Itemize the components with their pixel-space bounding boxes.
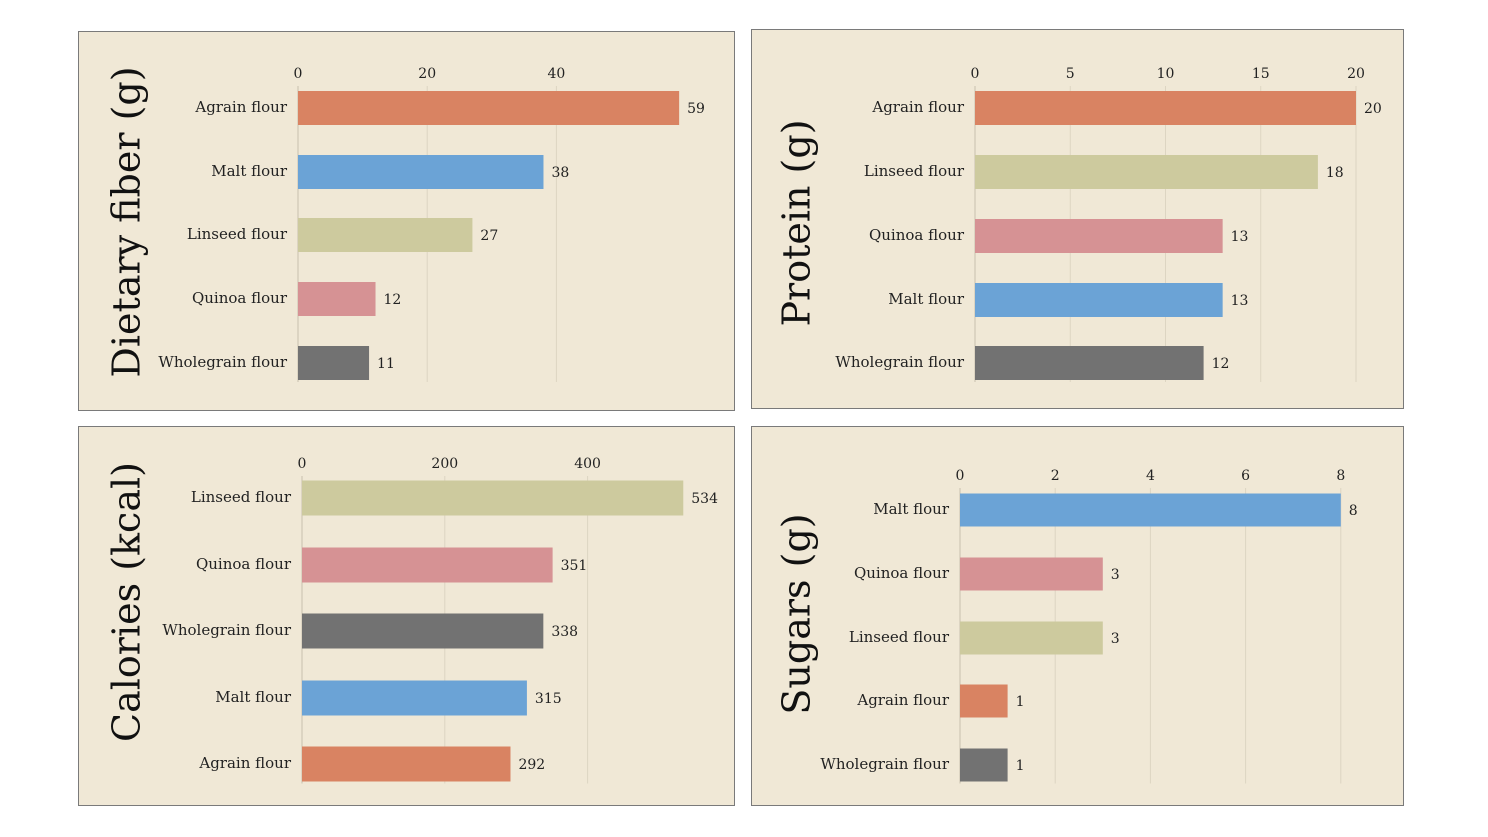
- data-label: 292: [518, 757, 545, 773]
- x-tick-label: 4: [1146, 468, 1155, 484]
- chart-title: Dietary fiber (g): [105, 66, 149, 377]
- data-label: 18: [1326, 165, 1344, 181]
- category-label: Quinoa flour: [196, 555, 292, 573]
- bar: [960, 557, 1103, 591]
- x-tick-label: 5: [1066, 66, 1075, 82]
- calories-chart: Calories (kcal) 0 200 400 Linseed flour 534 Q…: [105, 456, 718, 784]
- x-tick-label: 0: [971, 66, 980, 82]
- data-label: 1: [1016, 758, 1025, 774]
- bar: [975, 283, 1223, 317]
- bar: [975, 155, 1318, 189]
- chart-title: Protein (g): [775, 119, 819, 326]
- data-label: 1: [1016, 694, 1025, 710]
- category-label: Agrain flour: [198, 754, 291, 772]
- dietary-fiber-chart-panel: Dietary fiber (g) 0 20 40 Agrain flour 59 Mal…: [78, 31, 735, 411]
- category-label: Linseed flour: [191, 488, 292, 506]
- bar: [298, 218, 473, 252]
- x-tick-label: 400: [574, 456, 601, 472]
- data-label: 3: [1111, 567, 1120, 583]
- category-label: Wholegrain flour: [162, 621, 291, 639]
- bar: [298, 155, 544, 189]
- category-label: Wholegrain flour: [158, 353, 287, 371]
- bar: [302, 547, 553, 583]
- protein-chart-panel: Protein (g) 0 5 10 15 20 Agrain flour 20 Linsee…: [751, 29, 1404, 409]
- bar: [302, 746, 511, 782]
- data-label: 59: [687, 101, 705, 117]
- x-tick-label: 0: [956, 468, 965, 484]
- x-tick-label: 0: [294, 66, 303, 82]
- bar: [302, 680, 527, 716]
- category-label: Linseed flour: [187, 225, 288, 243]
- bar: [298, 91, 680, 125]
- x-tick-label: 6: [1241, 468, 1250, 484]
- bar: [975, 219, 1223, 253]
- data-label: 315: [535, 691, 562, 707]
- bar: [960, 493, 1341, 527]
- x-tick-label: 0: [298, 456, 307, 472]
- sugars-chart: Sugars (g) 0 2 4 6 8 Malt flour 8 Quinoa flour 3…: [775, 468, 1358, 784]
- protein-chart: Protein (g) 0 5 10 15 20 Agrain flour 20 Linsee…: [775, 66, 1382, 382]
- category-label: Quinoa flour: [869, 226, 965, 244]
- chart-title: Sugars (g): [775, 513, 819, 714]
- data-label: 20: [1364, 101, 1382, 117]
- data-label: 12: [1212, 356, 1230, 372]
- bar: [302, 480, 684, 516]
- x-tick-label: 20: [418, 66, 436, 82]
- data-label: 3: [1111, 631, 1120, 647]
- data-label: 8: [1349, 503, 1358, 519]
- category-label: Malt flour: [873, 500, 950, 518]
- category-label: Agrain flour: [871, 98, 964, 116]
- category-label: Quinoa flour: [192, 289, 288, 307]
- calories-chart-panel: Calories (kcal) 0 200 400 Linseed flour 534 Q…: [78, 426, 735, 806]
- x-tick-label: 15: [1252, 66, 1270, 82]
- category-label: Linseed flour: [864, 162, 965, 180]
- bar: [975, 91, 1356, 125]
- category-label: Agrain flour: [856, 691, 949, 709]
- bar: [960, 684, 1008, 718]
- data-label: 13: [1231, 293, 1249, 309]
- x-tick-label: 10: [1157, 66, 1175, 82]
- category-label: Quinoa flour: [854, 564, 950, 582]
- data-label: 534: [691, 491, 718, 507]
- bar: [302, 613, 544, 649]
- data-label: 12: [384, 292, 402, 308]
- category-label: Linseed flour: [849, 628, 950, 646]
- x-tick-label: 20: [1347, 66, 1365, 82]
- bar: [960, 748, 1008, 782]
- data-label: 38: [551, 165, 569, 181]
- bar: [298, 346, 370, 380]
- x-tick-label: 2: [1051, 468, 1060, 484]
- data-label: 27: [480, 228, 498, 244]
- category-label: Malt flour: [888, 290, 965, 308]
- data-label: 13: [1231, 229, 1249, 245]
- x-tick-label: 8: [1336, 468, 1345, 484]
- category-label: Wholegrain flour: [835, 353, 964, 371]
- x-tick-label: 40: [547, 66, 565, 82]
- sugars-chart-panel: Sugars (g) 0 2 4 6 8 Malt flour 8 Quinoa flour 3…: [751, 426, 1404, 806]
- data-label: 11: [377, 356, 395, 372]
- data-label: 338: [551, 624, 578, 640]
- bar: [975, 346, 1204, 380]
- bar: [298, 282, 376, 316]
- dietary-fiber-chart: Dietary fiber (g) 0 20 40 Agrain flour 59 Mal…: [105, 66, 705, 382]
- bar: [960, 621, 1103, 655]
- x-tick-label: 200: [431, 456, 458, 472]
- data-label: 351: [561, 558, 588, 574]
- category-label: Agrain flour: [194, 98, 287, 116]
- category-label: Malt flour: [211, 162, 288, 180]
- chart-title: Calories (kcal): [105, 462, 149, 742]
- category-label: Wholegrain flour: [820, 755, 949, 773]
- category-label: Malt flour: [215, 688, 292, 706]
